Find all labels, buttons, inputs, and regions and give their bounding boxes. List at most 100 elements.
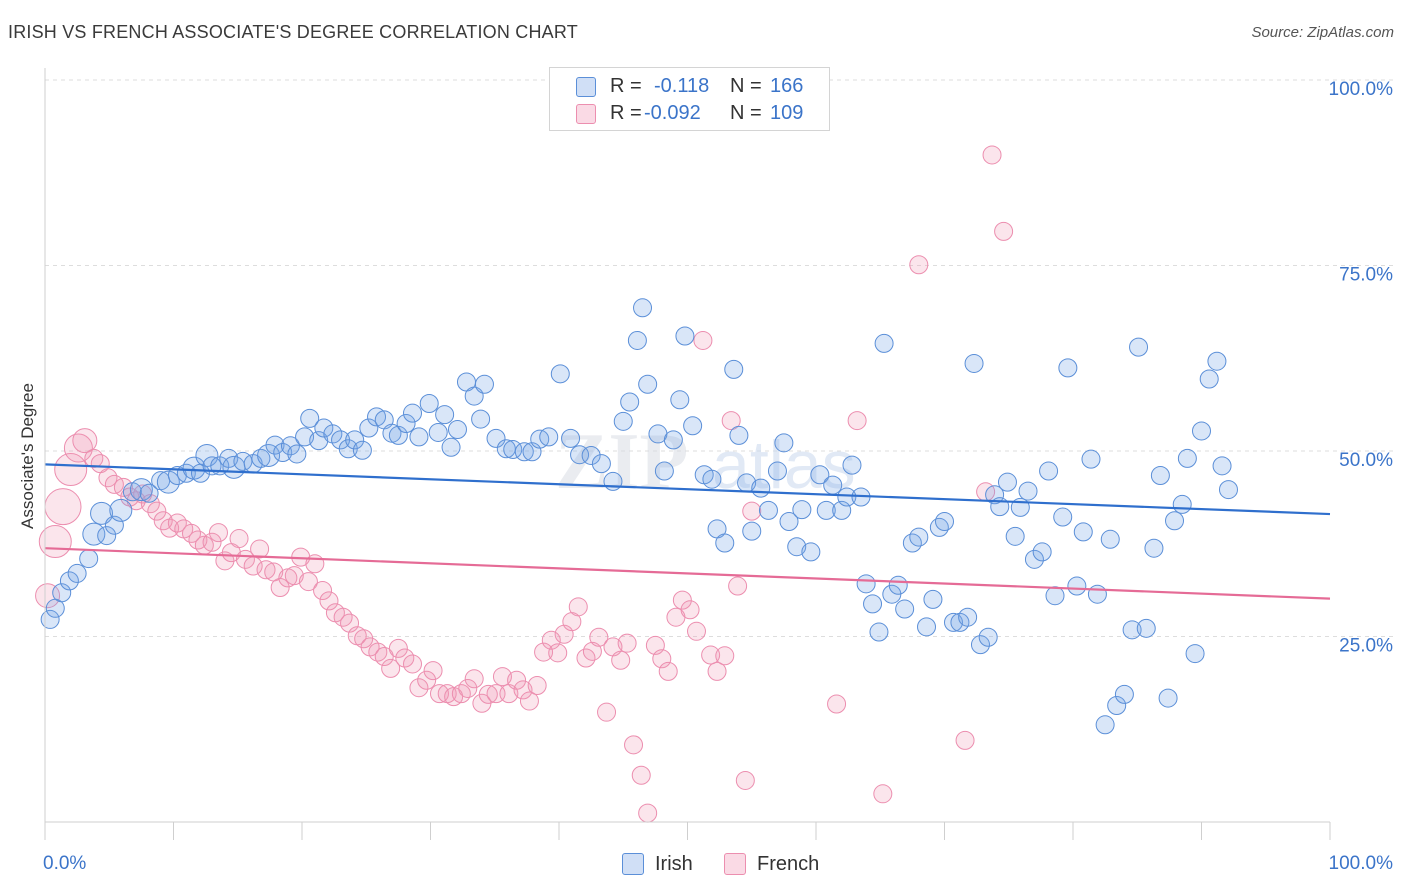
point-irish — [273, 442, 293, 462]
point-irish — [997, 472, 1017, 492]
point-french — [982, 145, 1002, 165]
point-irish — [352, 440, 372, 460]
point-irish — [929, 517, 949, 537]
point-irish — [1114, 684, 1134, 704]
point-irish — [435, 405, 455, 425]
point-irish — [1185, 644, 1205, 664]
point-french — [742, 501, 762, 521]
point-irish — [863, 594, 883, 614]
y-tick-label: 25.0% — [1339, 636, 1393, 657]
point-irish — [683, 416, 703, 436]
point-irish — [958, 607, 978, 627]
point-irish — [1087, 584, 1107, 604]
point-french — [513, 680, 533, 700]
point-french — [534, 642, 554, 662]
point-irish — [1136, 618, 1156, 638]
point-french — [519, 691, 539, 711]
point-french — [188, 530, 208, 550]
point-french — [847, 411, 867, 431]
point-irish — [909, 527, 929, 547]
point-french — [492, 667, 512, 687]
point-irish — [1018, 481, 1038, 501]
point-french — [120, 487, 140, 507]
point-irish — [409, 427, 429, 447]
point-irish — [823, 475, 843, 495]
point-irish — [774, 433, 794, 453]
point-irish — [779, 511, 799, 531]
x-tick-label: 0.0% — [43, 853, 86, 874]
point-irish — [1095, 715, 1115, 735]
point-irish — [300, 408, 320, 428]
legend-n-label: N = — [730, 75, 762, 97]
point-french — [38, 525, 72, 559]
point-irish — [139, 483, 159, 503]
legend-n-value: 166 — [770, 75, 804, 97]
point-irish — [935, 511, 954, 531]
point-irish — [79, 549, 99, 569]
point-french — [955, 730, 975, 750]
bottom-legend-label-irish: Irish — [655, 853, 693, 875]
point-irish — [1073, 522, 1093, 542]
point-irish — [1144, 538, 1164, 558]
point-french — [909, 255, 929, 275]
legend-r-label: R = — [610, 102, 642, 124]
point-french — [153, 511, 173, 531]
point-french — [721, 411, 741, 431]
bottom-legend-irish: Irish — [622, 850, 722, 878]
point-irish — [447, 419, 467, 439]
point-irish — [1165, 511, 1185, 531]
point-irish — [1045, 586, 1065, 606]
point-french — [652, 649, 672, 669]
legend-box: R = -0.118 N = 166 R = -0.092 N = 109 — [549, 67, 830, 131]
point-irish — [1032, 542, 1052, 562]
point-irish — [943, 612, 963, 632]
point-irish — [40, 609, 60, 629]
point-irish — [428, 422, 448, 442]
point-irish — [1053, 507, 1073, 527]
point-irish — [603, 471, 623, 491]
point-irish — [309, 431, 329, 451]
point-french — [464, 669, 484, 689]
point-french — [680, 600, 700, 620]
point-french — [270, 578, 290, 598]
point-irish — [638, 374, 658, 394]
point-french — [507, 670, 527, 690]
point-french — [541, 630, 561, 650]
point-irish — [923, 589, 943, 609]
trend-layer — [44, 463, 1331, 600]
point-irish — [403, 403, 423, 423]
point-irish — [90, 501, 114, 525]
point-french — [202, 532, 222, 552]
point-irish — [251, 448, 271, 468]
point-irish — [1177, 448, 1197, 468]
point-irish — [550, 364, 570, 384]
point-irish — [1024, 549, 1044, 569]
point-irish — [654, 461, 674, 481]
point-irish — [52, 583, 72, 603]
point-irish — [67, 563, 87, 583]
point-french — [728, 576, 748, 596]
point-french — [319, 591, 339, 611]
point-french — [707, 661, 727, 681]
point-french — [72, 428, 98, 454]
point-french — [403, 654, 423, 674]
trendline-french — [44, 547, 1331, 600]
bottom-legend-swatch-french — [724, 853, 746, 875]
point-french — [672, 590, 692, 610]
point-french — [693, 330, 713, 350]
point-irish — [724, 359, 744, 379]
point-irish — [591, 454, 611, 474]
bottom-legend-swatch-irish — [622, 853, 644, 875]
point-french — [250, 539, 270, 559]
point-irish — [367, 407, 387, 427]
point-french — [548, 643, 568, 663]
point-irish — [627, 330, 647, 350]
point-french — [994, 221, 1014, 241]
point-french — [458, 678, 478, 698]
point-irish — [1172, 494, 1192, 514]
point-irish — [1081, 449, 1101, 469]
point-french — [568, 597, 588, 617]
point-irish — [874, 333, 894, 353]
point-irish — [82, 522, 106, 546]
point-french — [381, 658, 401, 678]
